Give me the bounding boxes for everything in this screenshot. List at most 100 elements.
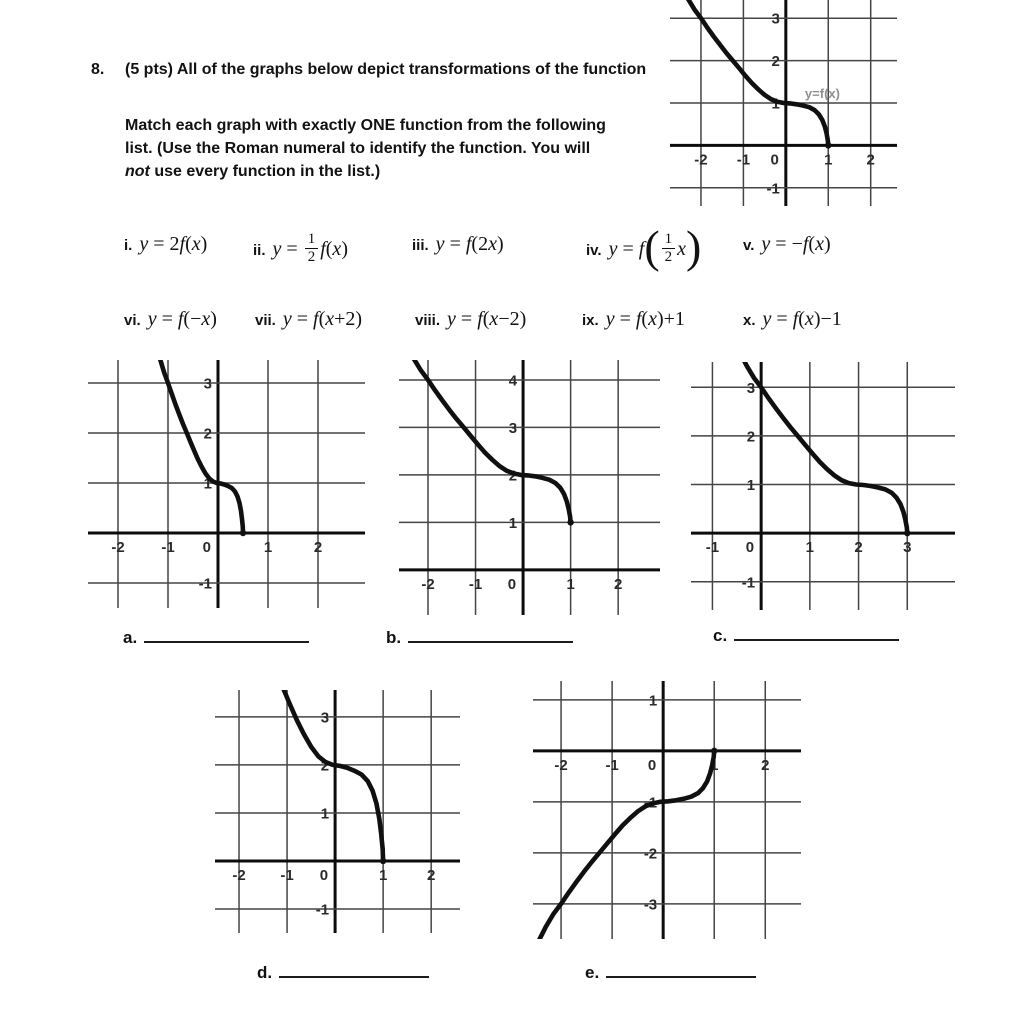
svg-text:1: 1 [509,515,517,532]
function-option-v: v. y = −f(x) [743,233,831,256]
answer-blank-c: c. [713,618,900,646]
svg-text:3: 3 [321,709,329,726]
svg-text:-1: -1 [742,574,755,591]
svg-text:-2: -2 [694,151,707,168]
answer-line [734,618,900,641]
svg-text:2: 2 [771,53,779,70]
answer-label: c. [713,626,728,645]
roman-numeral: viii. [415,312,441,329]
function-option-ii: ii. y = 1 2 f(x) [253,231,348,267]
svg-text:1: 1 [204,476,212,493]
expression: y = f(−x) [147,308,217,330]
instructions-italic-word: not [125,163,150,180]
answer-line [408,620,574,643]
answer-label: d. [257,963,273,982]
svg-text:2: 2 [747,428,755,445]
question-instructions: Match each graph with exactly ONE functi… [125,114,685,183]
svg-text:0: 0 [320,867,328,884]
roman-numeral: iii. [412,237,429,254]
svg-text:2: 2 [321,757,329,774]
svg-text:-1: -1 [316,901,329,918]
graph-a: -2 -1 0 1 2 3 2 1 -1 [88,360,365,608]
svg-text:2: 2 [867,151,875,168]
answer-line [606,955,757,978]
svg-text:1: 1 [824,151,832,168]
answer-blank-d: d. [257,955,430,983]
roman-numeral: vi. [124,312,141,329]
svg-text:-1: -1 [706,539,719,556]
graph-b: -2 -1 0 1 2 4 3 2 1 [399,360,660,615]
answer-label: a. [123,628,138,647]
expression: y = 1 2 f(x) [272,231,348,265]
expression: y = −f(x) [761,233,831,255]
function-option-vii: vii. y = f(x+2) [255,308,362,331]
function-option-vi: vi. y = f(−x) [124,308,217,331]
instructions-line-2: list. (Use the Roman numeral to identify… [125,140,591,157]
svg-text:-3: -3 [644,896,657,913]
function-option-viii: viii. y = f(x−2) [415,308,526,331]
svg-text:0: 0 [746,539,754,556]
svg-text:-1: -1 [280,867,293,884]
svg-text:-2: -2 [232,867,245,884]
svg-text:3: 3 [509,420,517,437]
roman-numeral: ii. [253,241,266,259]
svg-text:0: 0 [508,576,516,593]
svg-text:2: 2 [314,539,322,556]
graph-e: -2 -1 0 1 2 1 -1 -2 -3 [533,681,801,939]
function-option-ix: ix. y = f(x)+1 [582,308,685,331]
graph-canvas: -2 -1 0 1 2 3 2 1 -1 [215,690,460,933]
svg-text:3: 3 [747,380,755,397]
svg-text:0: 0 [203,539,211,556]
svg-text:-1: -1 [199,576,212,593]
svg-text:2: 2 [614,576,622,593]
expression: y = f(x+2) [282,308,363,330]
svg-text:-1: -1 [605,757,618,774]
question-number: 8. [91,61,105,78]
expression: y = 2f(x) [139,233,208,255]
instructions-line-1: Match each graph with exactly ONE functi… [125,117,606,134]
svg-text:0: 0 [770,151,778,168]
question-intro: (5 pts) All of the graphs below depict t… [125,61,647,78]
expression: y = f(1 2 x) [608,221,702,272]
graph-canvas: -2 -1 0 1 2 4 3 2 1 [399,360,660,615]
svg-text:-1: -1 [161,539,174,556]
answer-line [279,955,430,978]
svg-text:2: 2 [854,539,862,556]
roman-numeral: v. [743,237,755,254]
expression: y = f(x−2) [447,308,527,330]
svg-text:3: 3 [204,376,212,393]
svg-text:-1: -1 [737,151,750,168]
graph-canvas: -2 -1 0 1 2 3 2 1 -1 y=f(x) [670,0,897,206]
answer-label: e. [585,963,600,982]
expression: y = f(2x) [435,233,504,255]
svg-text:4: 4 [509,372,518,389]
svg-text:-2: -2 [111,539,124,556]
svg-text:1: 1 [806,539,814,556]
svg-text:1: 1 [566,576,574,593]
svg-text:-1: -1 [469,576,482,593]
expression: y = f(x)+1 [605,308,685,330]
svg-text:-2: -2 [421,576,434,593]
graph-c: -1 0 1 2 3 3 2 1 -1 [691,362,955,610]
svg-text:2: 2 [509,467,517,484]
svg-text:1: 1 [649,692,657,709]
svg-text:1: 1 [321,805,329,822]
svg-text:-2: -2 [554,757,567,774]
roman-numeral: vii. [255,312,276,329]
reference-graph-y-equals-fx: -2 -1 0 1 2 3 2 1 -1 y=f(x) [670,0,897,206]
function-option-iv: iv. y = f(1 2 x) [586,221,702,272]
svg-text:1: 1 [264,539,272,556]
svg-text:0: 0 [648,757,656,774]
graph-d: -2 -1 0 1 2 3 2 1 -1 [215,690,460,933]
svg-text:1: 1 [747,477,755,494]
svg-text:1: 1 [771,96,779,113]
graph-canvas: -1 0 1 2 3 3 2 1 -1 [691,362,955,610]
svg-text:3: 3 [903,539,911,556]
function-option-x: x. y = f(x)−1 [743,308,842,331]
svg-text:-1: -1 [766,180,779,197]
answer-blank-a: a. [123,620,310,648]
svg-text:y=f(x): y=f(x) [805,86,840,101]
graph-canvas: -2 -1 0 1 21-1-2-3 [533,681,801,939]
roman-numeral: x. [743,312,756,329]
